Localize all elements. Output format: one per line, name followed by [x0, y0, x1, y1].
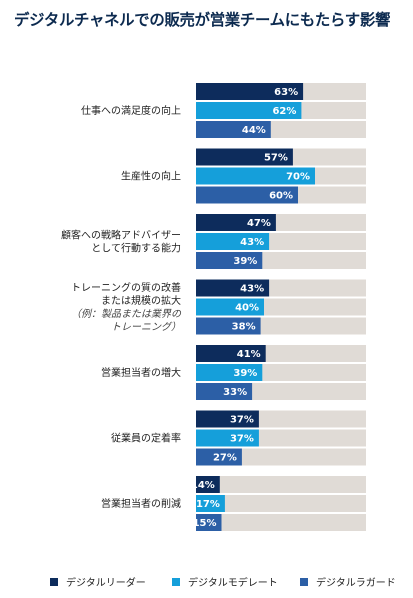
bar-value-label: 40% [235, 303, 259, 314]
bar-laggard [196, 448, 242, 466]
bar-value-label: 33% [223, 387, 247, 398]
bar-moderate [196, 298, 264, 316]
bar-value-label: 43% [240, 237, 264, 248]
category-label-line: 仕事への満足度の向上 [81, 104, 181, 117]
bar-moderate [196, 167, 315, 185]
category-group: 営業担当者の削減 14% 17% 15% [101, 476, 366, 531]
bar-laggard [196, 252, 263, 269]
category-label-line: として行動する能力 [91, 242, 181, 255]
category-note-line: （例：製品または業界の [71, 308, 182, 320]
category-label-line: 生産性の向上 [121, 170, 181, 183]
bar-track [196, 495, 366, 512]
bar-value-label: 38% [232, 322, 256, 333]
legend-item-laggard: デジタルラガード [300, 574, 396, 589]
category-label-line: トレーニングの質の改善 [71, 281, 181, 294]
bar-leader [196, 83, 304, 100]
bar-value-label: 63% [274, 87, 298, 98]
bar-leader [196, 476, 220, 493]
category-label-line: 従業員の定着率 [111, 432, 181, 445]
bar-value-label: 15% [193, 518, 217, 529]
category-label-line: 顧客への戦略アドバイザー [61, 229, 181, 242]
category-note-line: トレーニング） [111, 321, 181, 333]
bar-value-label: 37% [230, 434, 254, 445]
bar-laggard [196, 317, 261, 335]
legend-item-moderate: デジタルモデレート [172, 574, 278, 589]
bar-moderate [196, 495, 225, 512]
bar-value-label: 39% [233, 368, 257, 379]
bar-moderate [196, 102, 302, 119]
bar-laggard [196, 121, 271, 138]
bar-value-label: 70% [286, 172, 310, 183]
category-label-line: 営業担当者の削減 [101, 497, 181, 510]
bar-moderate [196, 233, 270, 250]
bar-value-label: 47% [247, 218, 271, 229]
legend-swatch-moderate [172, 577, 180, 586]
bar-leader [196, 214, 276, 231]
legend-label-moderate: デジタルモデレート [188, 578, 278, 589]
bar-leader [196, 345, 266, 362]
bar-value-label: 62% [272, 106, 296, 117]
bar-leader [196, 148, 293, 166]
bar-value-label: 57% [264, 153, 288, 164]
bar-value-label: 17% [196, 499, 220, 510]
legend-swatch-leader [50, 577, 58, 586]
bar-moderate [196, 364, 263, 381]
bar-value-label: 44% [242, 125, 266, 136]
bar-track [196, 476, 366, 493]
category-group: 仕事への満足度の向上 63% 62% 44% [81, 83, 366, 138]
category-group: 従業員の定着率 37% 37% 27% [111, 410, 366, 466]
category-label-line: 営業担当者の増大 [101, 366, 181, 379]
bar-value-label: 39% [233, 256, 257, 267]
bar-laggard [196, 383, 253, 400]
bar-laggard [196, 514, 222, 531]
bar-value-label: 41% [237, 349, 261, 360]
bar-value-label: 14% [191, 480, 215, 491]
bar-track [196, 514, 366, 531]
bar-leader [196, 410, 259, 428]
bar-laggard [196, 186, 298, 204]
bar-leader [196, 279, 270, 297]
bar-chart: 仕事への満足度の向上 63% 62% 44% 生産性の向上 57% 70% 60% 顧客への戦略… [61, 83, 366, 531]
legend-item-leader: デジタルリーダー [50, 574, 146, 589]
bar-value-label: 60% [269, 191, 293, 202]
bar-value-label: 27% [213, 453, 237, 464]
category-group: 生産性の向上 57% 70% 60% [121, 148, 366, 204]
legend-swatch-laggard [300, 577, 308, 586]
category-label-line: または規模の拡大 [101, 294, 181, 307]
legend-label-leader: デジタルリーダー [66, 578, 146, 589]
category-group: 営業担当者の増大 41% 39% 33% [101, 345, 366, 400]
chart-legend: デジタルリーダー デジタルモデレート デジタルラガード [0, 566, 413, 596]
bar-value-label: 43% [240, 284, 264, 295]
legend-label-laggard: デジタルラガード [316, 578, 396, 589]
bar-value-label: 37% [230, 415, 254, 426]
chart-title: デジタルチャネルでの販売が営業チームにもたらす影響 [14, 11, 391, 29]
bar-moderate [196, 429, 259, 447]
